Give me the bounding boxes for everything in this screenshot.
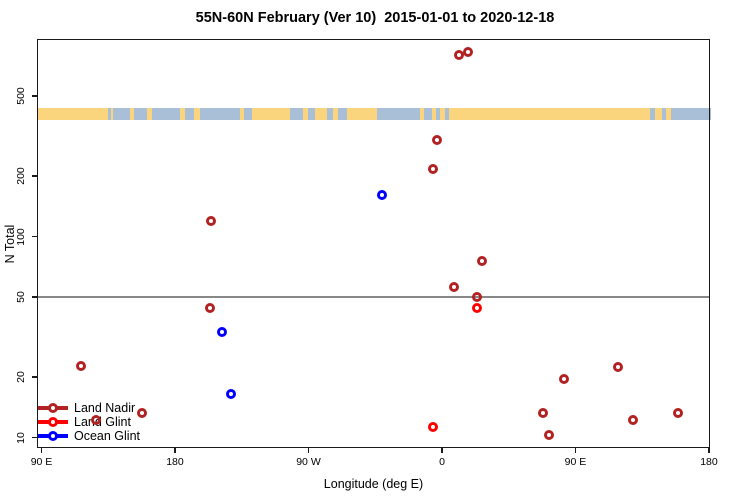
- chart-title: 55N-60N February (Ver 10) 2015-01-01 to …: [195, 10, 555, 26]
- x-axis-title: Longitude (deg E): [323, 477, 424, 491]
- x-tick-label: 90 W: [296, 456, 321, 468]
- map-strip-segment-land: [666, 108, 671, 120]
- x-tick-label: 90 E: [564, 456, 587, 468]
- y-tick-mark: [32, 376, 37, 378]
- map-strip-segment-land: [420, 108, 424, 120]
- data-point-land-nadir: [462, 47, 473, 58]
- map-strip-segment-land: [315, 108, 327, 120]
- map-strip-segment-land: [37, 108, 108, 120]
- map-strip-segment-land: [347, 108, 377, 120]
- legend-ring-land-glint: [48, 417, 58, 427]
- y-axis-title: N Total: [3, 224, 17, 264]
- x-tick-mark: [174, 448, 176, 453]
- map-strip-segment-ocean: [200, 108, 240, 120]
- legend-ring-ocean-glint: [48, 431, 58, 441]
- data-point-ocean-glint: [217, 327, 228, 338]
- data-point-ocean-glint: [377, 190, 388, 201]
- legend-label-ocean-glint: Ocean Glint: [74, 428, 141, 443]
- data-point-ocean-glint: [226, 388, 237, 399]
- data-point-land-nadir: [431, 134, 442, 145]
- data-point-land-nadir: [613, 361, 624, 372]
- data-point-land-nadir: [477, 255, 488, 266]
- data-point-land-nadir: [206, 215, 217, 226]
- data-point-land-nadir: [628, 415, 639, 426]
- data-point-land-glint: [472, 303, 482, 314]
- data-point-land-nadir: [559, 373, 570, 384]
- map-strip-segment-land: [180, 108, 185, 120]
- map-strip-segment-land: [655, 108, 662, 120]
- map-strip-segment-land: [111, 108, 113, 120]
- map-strip-segment-ocean: [445, 108, 449, 120]
- data-point-land-nadir: [427, 164, 438, 175]
- map-strip-segment-ocean: [185, 108, 194, 120]
- data-point-land-glint: [427, 422, 438, 433]
- plot-border: [37, 39, 710, 448]
- map-strip-segment-ocean: [108, 108, 111, 120]
- reference-line-50: [37, 296, 710, 299]
- y-tick-mark: [32, 175, 37, 177]
- map-strip-segment-land: [194, 108, 200, 120]
- map-strip-segment-land: [147, 108, 152, 120]
- map-strip-segment-land: [432, 108, 436, 120]
- x-tick-mark: [708, 448, 710, 453]
- map-strip-segment-land: [303, 108, 308, 120]
- map-strip-segment-land: [449, 108, 650, 120]
- map-strip-segment-ocean: [671, 108, 711, 120]
- data-point-land-nadir: [90, 415, 101, 426]
- y-tick-label: 500: [15, 87, 27, 105]
- x-tick-label: 180: [166, 456, 184, 468]
- data-point-land-nadir: [205, 303, 215, 314]
- data-point-land-nadir: [454, 50, 465, 61]
- data-point-land-nadir: [472, 292, 482, 303]
- map-strip-segment-land: [440, 108, 445, 120]
- x-tick-label: 90 E: [30, 456, 53, 468]
- x-tick-mark: [40, 448, 43, 453]
- x-tick-label: 0: [439, 456, 445, 468]
- x-tick-label: 180: [700, 456, 718, 468]
- legend-label-land-glint: Land Glint: [74, 414, 131, 429]
- map-strip-segment-ocean: [424, 108, 432, 120]
- map-strip-segment-ocean: [290, 108, 303, 120]
- y-tick-mark: [32, 296, 37, 298]
- y-tick-label: 50: [15, 291, 27, 304]
- map-strip-segment-ocean: [338, 108, 347, 120]
- map-strip-segment-ocean: [436, 108, 440, 120]
- map-strip-segment-land: [240, 108, 244, 120]
- data-point-land-nadir: [75, 361, 86, 372]
- y-tick-mark: [32, 235, 37, 238]
- data-point-land-nadir: [137, 407, 148, 418]
- y-tick-mark: [32, 436, 37, 439]
- data-point-land-nadir: [449, 282, 459, 293]
- map-strip-segment-ocean: [244, 108, 252, 120]
- map-strip-segment-land: [333, 108, 338, 120]
- map-strip-segment-ocean: [662, 108, 666, 120]
- x-tick-mark: [307, 448, 310, 453]
- legend-label-land-nadir: Land Nadir: [74, 400, 136, 415]
- data-point-land-nadir: [543, 430, 554, 441]
- legend-ring-land-nadir: [48, 403, 58, 413]
- map-strip-segment-ocean: [650, 108, 655, 120]
- map-strip-segment-land: [130, 108, 134, 120]
- data-point-land-nadir: [538, 407, 548, 418]
- y-tick-label: 20: [15, 371, 27, 384]
- data-point-land-nadir: [672, 407, 683, 418]
- map-strip-segment-ocean: [134, 108, 147, 120]
- map-strip-segment-ocean: [327, 108, 333, 120]
- map-strip-segment-ocean: [113, 108, 130, 120]
- x-tick-mark: [441, 448, 443, 453]
- x-tick-mark: [574, 448, 577, 453]
- map-strip-segment-ocean: [377, 108, 420, 120]
- y-tick-label: 200: [15, 167, 27, 185]
- y-tick-mark: [32, 95, 37, 97]
- y-tick-label: 10: [15, 431, 27, 444]
- map-strip-segment-land: [252, 108, 290, 120]
- map-strip-segment-ocean: [152, 108, 180, 120]
- map-strip-segment-ocean: [308, 108, 315, 120]
